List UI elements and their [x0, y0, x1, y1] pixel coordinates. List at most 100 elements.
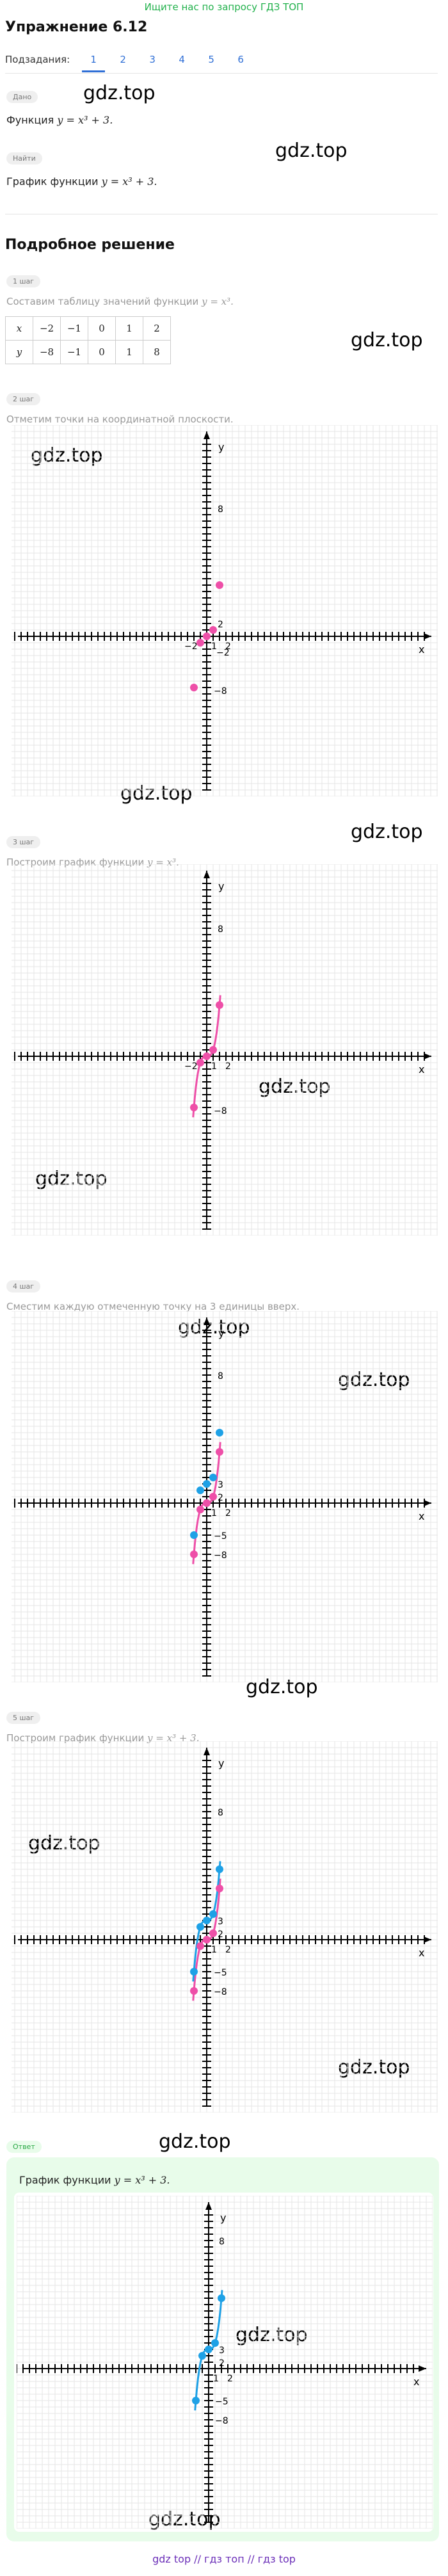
data-point: [190, 1987, 198, 1995]
tick-label: 3: [218, 1917, 223, 1927]
tab-3[interactable]: 3: [149, 54, 156, 65]
data-point: [203, 1917, 211, 1924]
step-2-badge: 2 шаг: [6, 393, 41, 405]
answer-label: График функции: [19, 2174, 111, 2186]
data-point: [203, 1052, 211, 1060]
table-cell: 2: [143, 316, 171, 341]
tick-label: 2: [225, 641, 231, 652]
step-5-badge: 5 шаг: [6, 1712, 41, 1724]
watermark: gdz.top: [120, 782, 193, 805]
tick-label: 8: [218, 1371, 223, 1381]
given-formula: y = x³ + 3.: [57, 114, 113, 126]
table-cell: y: [5, 340, 33, 364]
tick-label: 1: [211, 1945, 217, 1955]
tick-label: −5: [214, 1531, 227, 1542]
tick-label: 2: [218, 1929, 223, 1940]
value-table: x −2 −1 0 1 2 y −8 −1 0 1 8: [5, 316, 171, 364]
data-point: [216, 1448, 223, 1456]
footer-links[interactable]: gdz top // гдз топ // гдз top: [152, 2553, 296, 2565]
y-axis-label: y: [218, 441, 224, 453]
watermark: gdz.top: [159, 2130, 231, 2153]
x-axis-arrow: [424, 1053, 431, 1059]
solution-heading: Подробное решение: [5, 237, 175, 253]
tab-1[interactable]: 1: [79, 54, 108, 72]
data-point: [196, 1923, 204, 1931]
answer-badge: Ответ: [6, 2141, 42, 2153]
y-axis-arrow: [205, 2202, 212, 2210]
table-cell: 1: [115, 316, 143, 341]
x-axis-arrow: [424, 633, 431, 640]
given-label: Функция: [6, 114, 54, 126]
data-point: [218, 2294, 225, 2302]
data-point: [203, 1936, 211, 1944]
step-1-formula: y = x³.: [202, 296, 234, 307]
tick-label: 1: [213, 2374, 219, 2384]
tick-label: −8: [214, 686, 227, 696]
given-badge: Дано: [6, 91, 38, 103]
tick-label: 2: [225, 1945, 231, 1955]
watermark: gdz.top: [83, 82, 156, 104]
tick-label: 1: [211, 1508, 217, 1518]
table-row: x −2 −1 0 1 2: [5, 316, 171, 341]
tick-label: −2: [184, 1061, 198, 1072]
step-4-badge: 4 шаг: [6, 1280, 41, 1292]
tick-label: −2: [216, 648, 230, 658]
x-axis-label: x: [419, 1947, 424, 1959]
data-point: [198, 2352, 206, 2360]
find-label: График функции: [6, 175, 99, 188]
data-point: [190, 684, 198, 691]
table-cell: x: [5, 316, 33, 341]
find-badge: Найти: [6, 152, 42, 165]
data-point: [196, 1059, 204, 1067]
step-1-label: Составим таблицу значений функции: [6, 296, 199, 307]
tab-5[interactable]: 5: [208, 54, 214, 65]
given-text: Функция y = x³ + 3.: [6, 114, 113, 126]
step-1-text: Составим таблицу значений функции y = x³…: [6, 296, 234, 307]
tick-label: 1: [211, 641, 217, 652]
data-point: [209, 1929, 217, 1937]
tab-2[interactable]: 2: [120, 54, 126, 65]
data-point: [216, 1865, 223, 1873]
x-axis-arrow: [424, 1500, 431, 1506]
data-point: [205, 2346, 212, 2353]
x-axis-arrow: [419, 2365, 426, 2372]
step-3-text: Построим график функции y = x³.: [6, 857, 179, 868]
y-axis-label: y: [218, 1327, 224, 1339]
watermark: gdz.top: [236, 2324, 308, 2346]
table-cell: 0: [88, 316, 116, 341]
tick-label: 8: [218, 1808, 223, 1818]
y-axis-label: y: [218, 1757, 224, 1769]
answer-text: График функции y = x³ + 3.: [19, 2174, 170, 2186]
data-point: [196, 639, 204, 647]
y-axis-arrow: [204, 431, 210, 439]
x-axis-label: x: [419, 1063, 424, 1075]
watermark: gdz.top: [31, 444, 103, 467]
x-axis-label: x: [413, 2376, 419, 2388]
data-point: [196, 1486, 204, 1494]
data-point: [216, 1001, 223, 1009]
tick-label: −5: [214, 1968, 227, 1978]
tick-label: −8: [215, 2416, 228, 2426]
tick-label: 2: [218, 1493, 223, 1503]
step-3-badge: 3 шаг: [6, 836, 41, 848]
tick-label: 2: [225, 1508, 231, 1518]
step-3-label: Построим график функции: [6, 857, 145, 868]
tick-label: −2: [184, 641, 198, 652]
table-cell: 1: [115, 340, 143, 364]
table-row: y −8 −1 0 1 8: [5, 340, 171, 364]
watermark: gdz.top: [275, 140, 348, 162]
find-text: График функции y = x³ + 3.: [6, 175, 157, 188]
tick-label: 8: [218, 924, 223, 935]
tab-4[interactable]: 4: [179, 54, 185, 65]
divider: [5, 73, 438, 74]
y-axis-arrow: [204, 1317, 210, 1325]
tab-6[interactable]: 6: [237, 54, 244, 65]
watermark: gdz.top: [351, 821, 423, 843]
table-cell: −2: [33, 316, 61, 341]
data-point: [209, 1493, 217, 1501]
table-cell: −1: [60, 316, 88, 341]
top-banner[interactable]: Ищите нас по запросу ГДЗ ТОП: [144, 1, 304, 13]
x-axis-label: x: [419, 1510, 424, 1522]
tick-label: 2: [227, 2374, 233, 2384]
